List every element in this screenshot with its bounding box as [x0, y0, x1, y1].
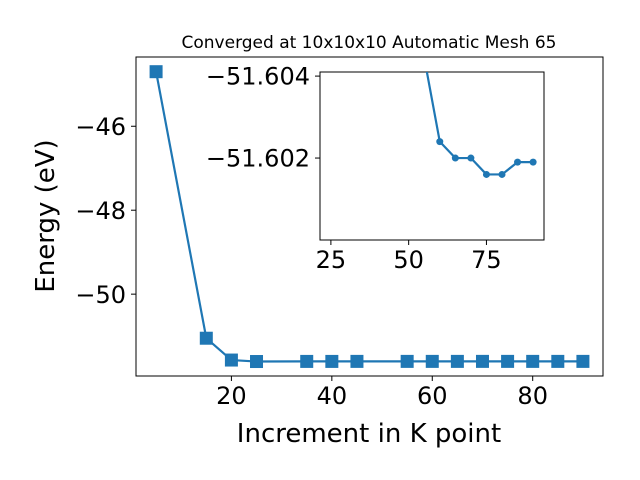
inset-x-tick-label: 50 — [393, 246, 424, 274]
main-data-point — [350, 354, 364, 368]
inset-plot-marks — [425, 72, 537, 178]
inset-x-tick-label: 25 — [316, 246, 347, 274]
main-data-point — [199, 331, 213, 345]
main-data-point — [224, 353, 238, 367]
main-data-point — [425, 354, 439, 368]
main-data-point — [250, 355, 264, 369]
main-data-point — [149, 65, 163, 79]
main-data-point — [475, 354, 489, 368]
chart-title: Converged at 10x10x10 Automatic Mesh 65 — [182, 33, 557, 53]
inset-plot-frame — [319, 71, 545, 241]
main-y-tick-label: −50 — [75, 281, 126, 309]
main-plot-axes: 20 40 60 80 −50 −48 −46 — [75, 113, 548, 410]
main-plot-marks — [149, 65, 590, 369]
main-data-point — [501, 354, 515, 368]
inset-data-point — [482, 170, 490, 178]
main-x-tick-label: 40 — [317, 382, 348, 410]
main-x-tick-label: 80 — [517, 382, 548, 410]
main-data-point — [551, 354, 565, 368]
main-data-point — [450, 354, 464, 368]
inset-y-tick-label: −51.602 — [206, 145, 310, 173]
main-y-tick-label: −48 — [75, 197, 126, 225]
main-x-tick-label: 20 — [216, 382, 247, 410]
inset-data-point — [451, 154, 459, 162]
main-data-point — [400, 354, 414, 368]
main-data-point — [300, 354, 314, 368]
main-data-point — [325, 354, 339, 368]
main-y-tick-label: −46 — [75, 113, 126, 141]
inset-data-point — [514, 158, 522, 166]
inset-data-point — [436, 138, 444, 146]
x-axis-label: Increment in K point — [237, 419, 501, 449]
main-plot-frame — [135, 56, 604, 377]
inset-data-point — [498, 170, 506, 178]
inset-data-point — [467, 154, 475, 162]
inset-plot-axes: 25 50 75 −51.604 −51.602 — [206, 63, 502, 274]
main-data-point — [576, 354, 590, 368]
inset-data-point — [529, 158, 537, 166]
y-axis-label: Energy (eV) — [31, 139, 61, 292]
inset-y-tick-label: −51.604 — [206, 63, 310, 91]
main-x-tick-label: 60 — [417, 382, 448, 410]
inset-x-tick-label: 75 — [471, 246, 502, 274]
main-data-point — [526, 354, 540, 368]
